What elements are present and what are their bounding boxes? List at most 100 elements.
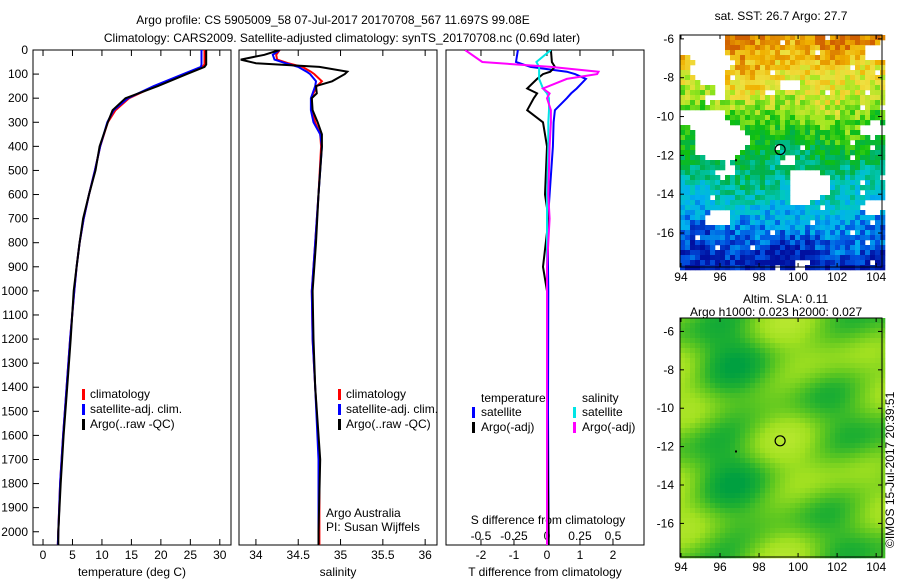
map-cell [840, 215, 846, 221]
map-cell [865, 120, 871, 126]
map-cell [845, 433, 851, 439]
map-cell [705, 418, 711, 424]
map-cell [775, 35, 781, 41]
map-cell [860, 383, 866, 389]
map-cell [820, 145, 826, 151]
map-cell [840, 423, 846, 429]
map-cell [695, 413, 701, 419]
map-cell [835, 378, 841, 384]
map-cell [725, 553, 731, 559]
map-cell [750, 45, 756, 51]
map-cell [880, 438, 886, 444]
map-cell [765, 373, 771, 379]
map-cell [765, 383, 771, 389]
x-tick-label: 34.5 [287, 548, 311, 562]
map-cell [810, 165, 816, 171]
map-cell [805, 145, 811, 151]
map-cell [690, 265, 696, 271]
map-cell [755, 423, 761, 429]
map-cell [755, 200, 761, 206]
map-cell [815, 160, 821, 166]
map-cell [875, 240, 881, 246]
map-cell [735, 35, 741, 41]
map-cell [870, 493, 876, 499]
map-cell [700, 408, 706, 414]
map-cell [850, 443, 856, 449]
map-cell [865, 230, 871, 236]
map-cell [875, 145, 881, 151]
map-cell [865, 518, 871, 524]
map-cell [855, 225, 861, 231]
map-cell [695, 175, 701, 181]
map-cell [775, 230, 781, 236]
map-cell [830, 160, 836, 166]
map-cell [800, 255, 806, 261]
map-cell [875, 518, 881, 524]
map-cell [760, 518, 766, 524]
map-cell [760, 120, 766, 126]
map-cell [795, 95, 801, 101]
map-cell [705, 493, 711, 499]
map-cell [685, 508, 691, 514]
map-cell [790, 473, 796, 479]
map-cell [775, 80, 781, 86]
map-cell [795, 528, 801, 534]
map-cell [725, 80, 731, 86]
map-cell [875, 110, 881, 116]
map-cell [855, 493, 861, 499]
map-cell [870, 40, 876, 46]
map-cell [685, 458, 691, 464]
map-cell [865, 443, 871, 449]
map-cell [840, 418, 846, 424]
map-cell [705, 333, 711, 339]
map-cell [685, 170, 691, 176]
map-cell [850, 398, 856, 404]
map-cell [680, 215, 686, 221]
map-cell [790, 528, 796, 534]
map-cell [715, 478, 721, 484]
map-cell [775, 383, 781, 389]
x-tick-label: 0 [544, 548, 551, 562]
map-cell [710, 383, 716, 389]
map-cell [715, 533, 721, 539]
map-cell [700, 338, 706, 344]
map-cell [815, 423, 821, 429]
map-cell [770, 145, 776, 151]
map-cell [855, 235, 861, 241]
map-cell [750, 155, 756, 161]
map-cell [875, 60, 881, 66]
map-cell [855, 503, 861, 509]
map-cell [760, 235, 766, 241]
map-cell [825, 150, 831, 156]
map-cell [680, 195, 686, 201]
map-cell [800, 438, 806, 444]
map-cell [760, 265, 766, 271]
map-cell [825, 488, 831, 494]
map-cell [790, 105, 796, 111]
map-cell [705, 338, 711, 344]
map-cell [715, 323, 721, 329]
x2-tick-label: -0.25 [500, 529, 528, 543]
map-cell [820, 498, 826, 504]
map-cell [765, 358, 771, 364]
map-cell [720, 533, 726, 539]
map-cell [760, 523, 766, 529]
map-cell [800, 150, 806, 156]
map-cell [765, 503, 771, 509]
map-cell [850, 448, 856, 454]
map-cell [860, 235, 866, 241]
map-cell [750, 165, 756, 171]
map-cell [750, 75, 756, 81]
map-cell [745, 363, 751, 369]
map-cell [680, 533, 686, 539]
map-cell [680, 65, 686, 71]
map-cell [810, 250, 816, 256]
map-cell [765, 125, 771, 131]
map-cell [805, 215, 811, 221]
map-cell [835, 473, 841, 479]
map-cell [855, 95, 861, 101]
map-cell [785, 100, 791, 106]
map-cell [760, 348, 766, 354]
map-cell [820, 543, 826, 549]
